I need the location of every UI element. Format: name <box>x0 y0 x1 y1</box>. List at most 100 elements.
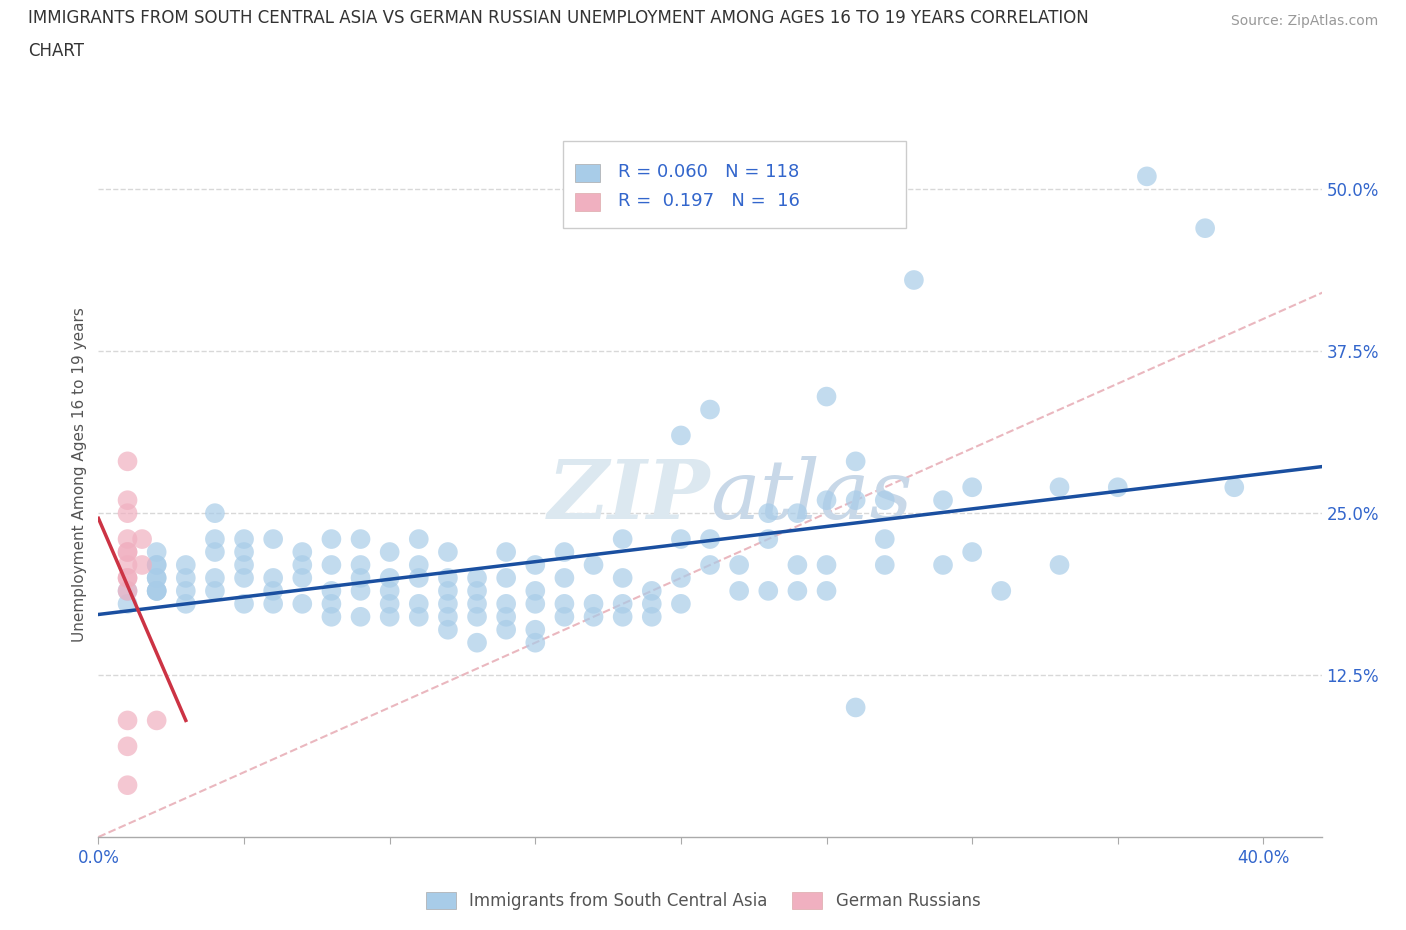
Point <box>465 583 488 598</box>
Point <box>117 583 139 598</box>
Point <box>262 596 284 611</box>
Point <box>524 596 547 611</box>
Point <box>669 596 692 611</box>
Point <box>117 570 139 585</box>
Point <box>117 558 139 573</box>
Point <box>321 532 343 547</box>
Point <box>1107 480 1129 495</box>
Point <box>524 622 547 637</box>
Point <box>145 583 167 598</box>
Point <box>873 532 896 547</box>
Point <box>321 558 343 573</box>
Point <box>145 558 167 573</box>
Point <box>728 558 751 573</box>
Point <box>378 596 401 611</box>
Point <box>495 596 517 611</box>
Point <box>117 583 139 598</box>
Point <box>845 493 868 508</box>
Point <box>378 583 401 598</box>
Point <box>1194 220 1216 235</box>
Point <box>553 570 575 585</box>
Point <box>291 570 314 585</box>
Point <box>553 609 575 624</box>
Point <box>641 609 664 624</box>
Point <box>291 545 314 560</box>
Point <box>873 493 896 508</box>
Point <box>174 558 197 573</box>
Point <box>524 635 547 650</box>
Point <box>669 570 692 585</box>
Point <box>641 596 664 611</box>
Point <box>815 493 838 508</box>
Point <box>204 570 226 585</box>
Point <box>233 570 256 585</box>
Point <box>174 583 197 598</box>
Point <box>145 583 167 598</box>
Point <box>437 609 460 624</box>
Point <box>582 609 605 624</box>
Point <box>117 570 139 585</box>
Point <box>378 609 401 624</box>
Point <box>612 609 634 624</box>
Point <box>699 402 721 417</box>
Point <box>349 609 371 624</box>
Point <box>117 506 139 521</box>
Point <box>233 545 256 560</box>
Point <box>321 583 343 598</box>
Legend: Immigrants from South Central Asia, German Russians: Immigrants from South Central Asia, Germ… <box>419 885 987 917</box>
Point <box>932 493 955 508</box>
Point <box>465 570 488 585</box>
Point <box>117 713 139 728</box>
Point <box>131 558 153 573</box>
Point <box>437 583 460 598</box>
Point <box>669 428 692 443</box>
Point <box>669 532 692 547</box>
Text: ZIP: ZIP <box>547 456 710 536</box>
Point <box>117 777 139 792</box>
Point <box>204 583 226 598</box>
Point <box>262 583 284 598</box>
Point <box>990 583 1012 598</box>
Point <box>117 545 139 560</box>
Point <box>1049 558 1071 573</box>
Point <box>204 532 226 547</box>
Point <box>1223 480 1246 495</box>
Point <box>641 583 664 598</box>
Y-axis label: Unemployment Among Ages 16 to 19 years: Unemployment Among Ages 16 to 19 years <box>72 307 87 642</box>
Point <box>699 532 721 547</box>
Point <box>786 506 808 521</box>
Text: R =  0.197   N =  16: R = 0.197 N = 16 <box>619 192 800 210</box>
Point <box>756 583 779 598</box>
Point <box>756 506 779 521</box>
Point <box>408 558 430 573</box>
Point <box>1136 169 1159 184</box>
Point <box>699 558 721 573</box>
Point <box>815 389 838 404</box>
Point <box>117 493 139 508</box>
Point <box>465 635 488 650</box>
Point <box>321 596 343 611</box>
Point <box>204 506 226 521</box>
Point <box>612 532 634 547</box>
Bar <box>575 165 600 182</box>
Text: atlas: atlas <box>710 456 912 536</box>
Point <box>437 570 460 585</box>
Point <box>960 480 983 495</box>
Point <box>117 545 139 560</box>
Point <box>291 596 314 611</box>
Point <box>437 622 460 637</box>
Point <box>117 738 139 753</box>
Point <box>408 532 430 547</box>
Point <box>174 570 197 585</box>
Point <box>465 609 488 624</box>
Point <box>349 532 371 547</box>
Point <box>378 570 401 585</box>
Point <box>873 558 896 573</box>
Point <box>408 570 430 585</box>
Point <box>786 583 808 598</box>
Point <box>131 532 153 547</box>
Point <box>145 583 167 598</box>
Point <box>408 596 430 611</box>
Point <box>233 558 256 573</box>
Point <box>437 545 460 560</box>
